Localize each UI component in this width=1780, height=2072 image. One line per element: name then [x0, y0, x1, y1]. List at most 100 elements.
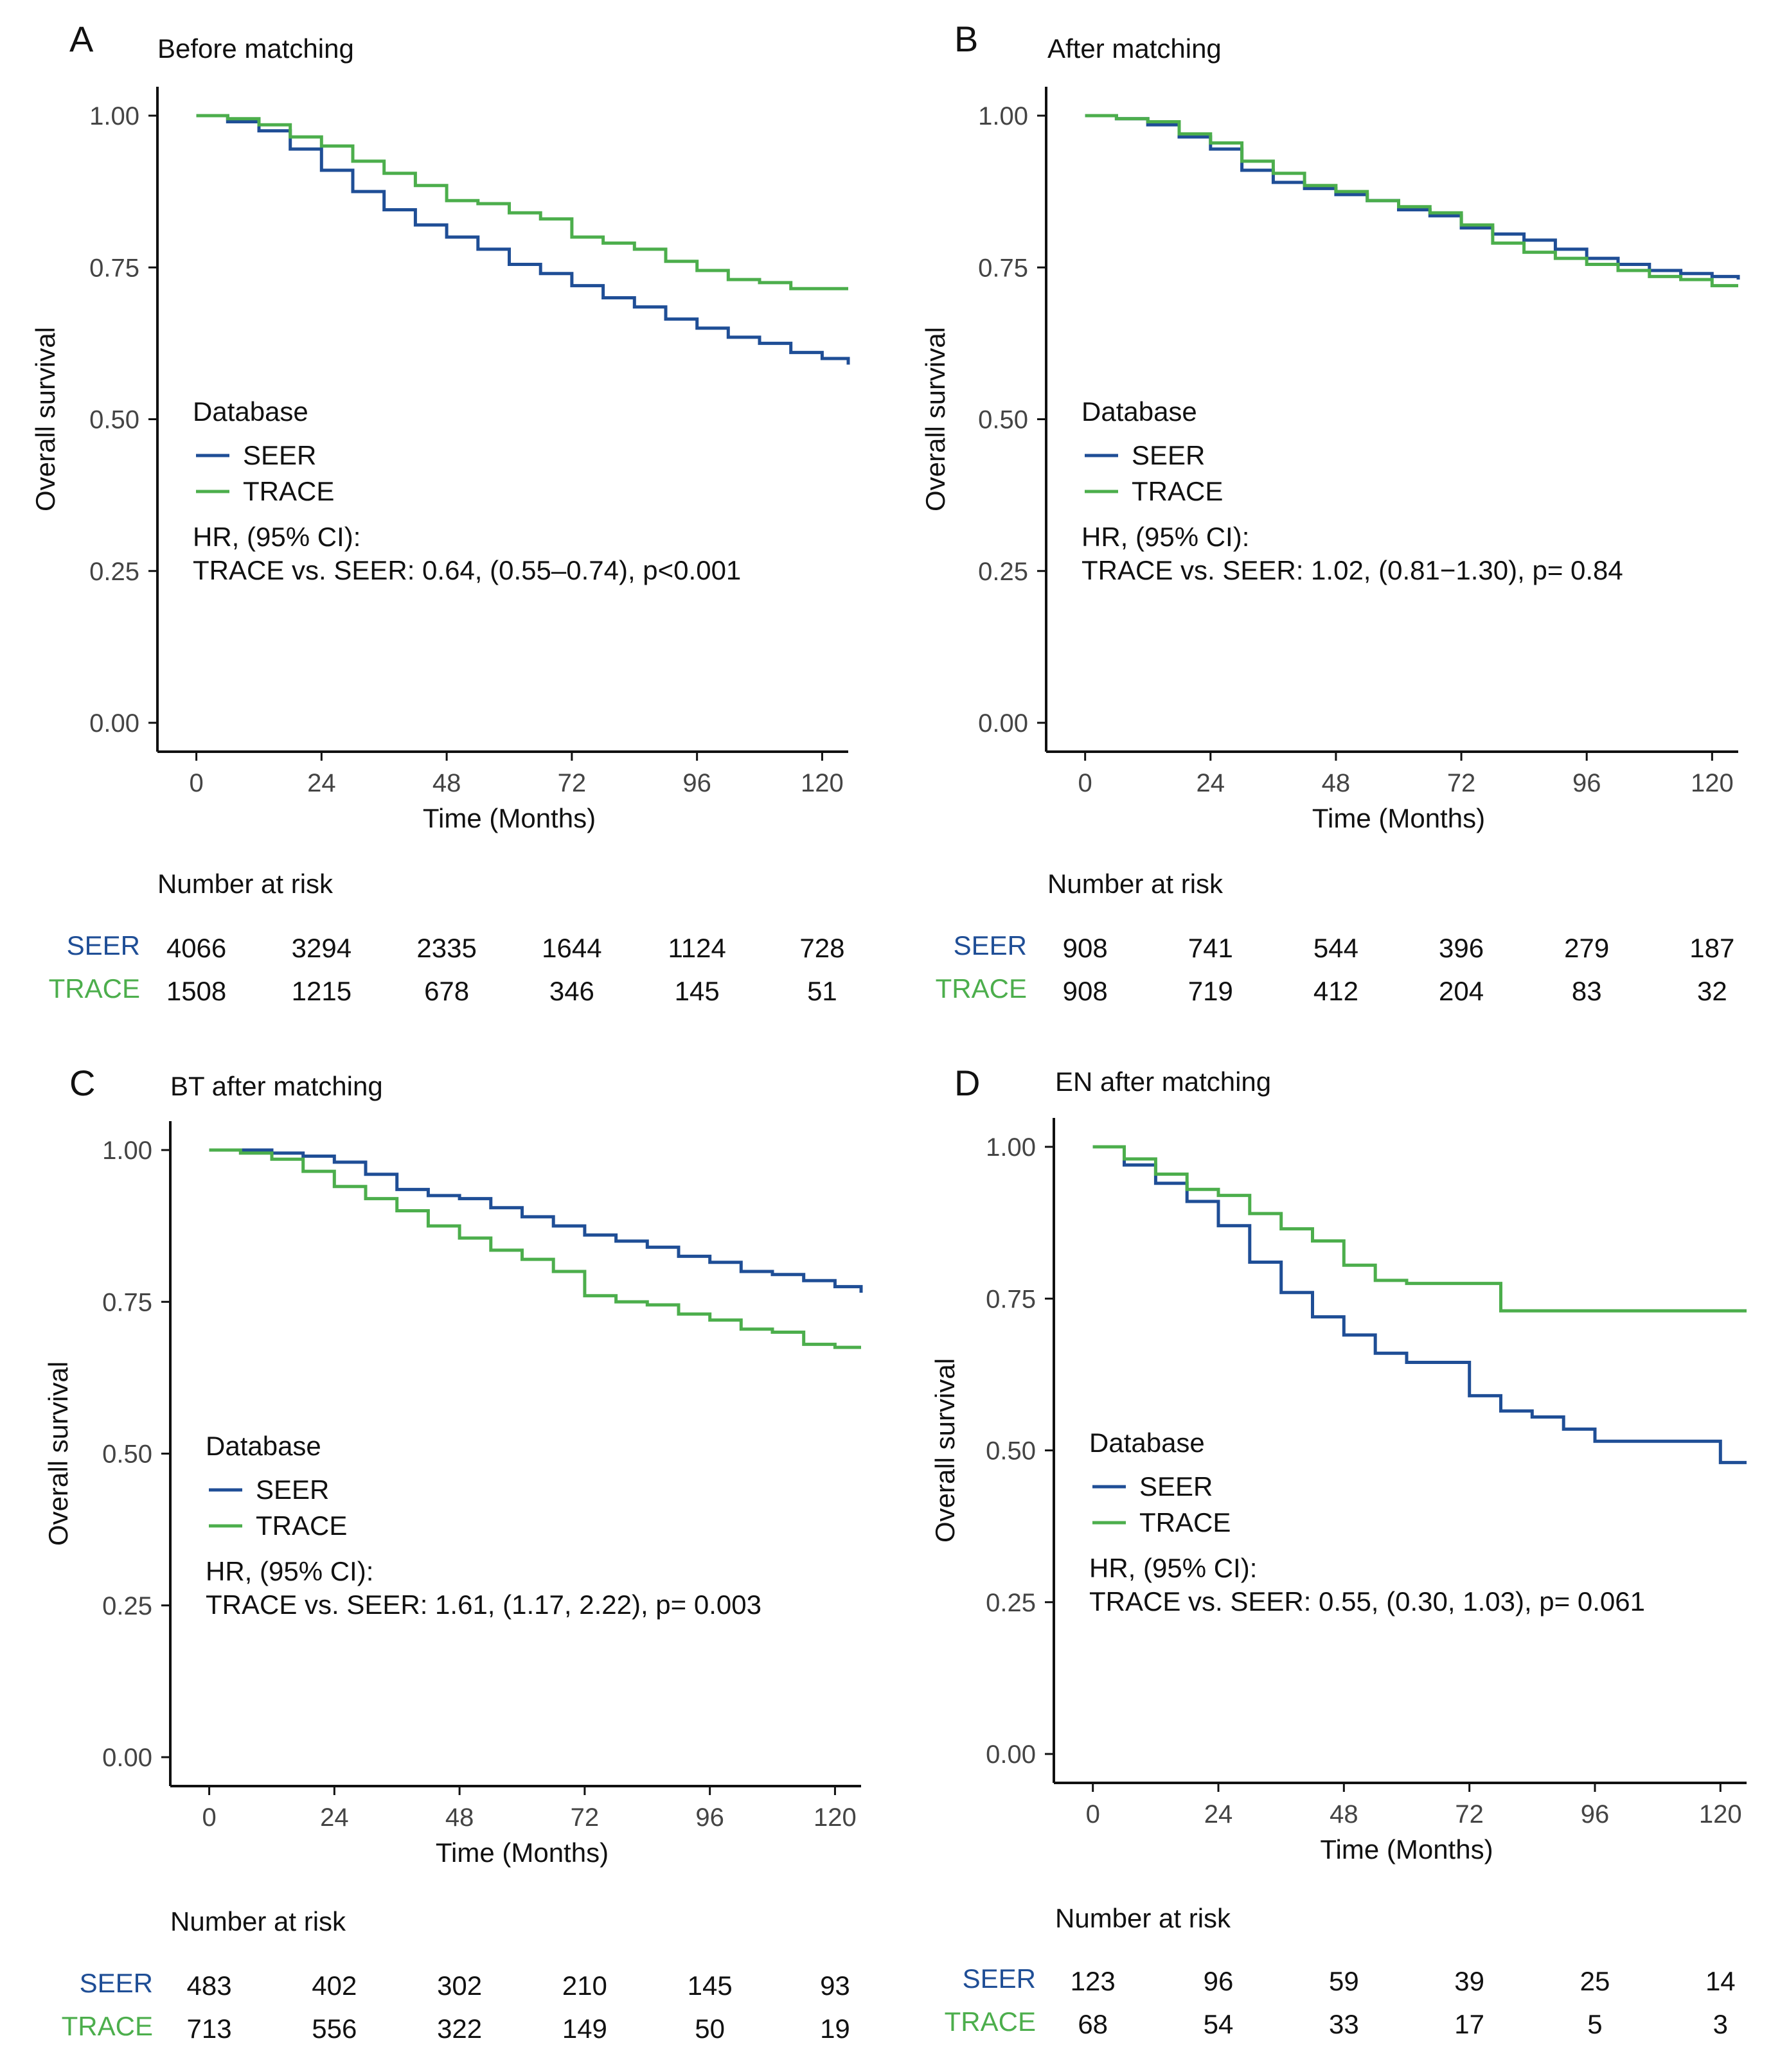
- panel-letter: D: [954, 1063, 980, 1103]
- panel-title: EN after matching: [1055, 1067, 1271, 1097]
- survival-curve-trace: [196, 114, 848, 290]
- risk-cell: 5: [1587, 2009, 1602, 2039]
- hr-annotation-line2: TRACE vs. SEER: 1.02, (0.81−1.30), p= 0.…: [1081, 555, 1623, 585]
- y-tick-label: 0.75: [978, 254, 1028, 282]
- risk-cell: 54: [1204, 2009, 1234, 2039]
- x-tick-label: 48: [432, 769, 461, 797]
- risk-cell: 544: [1313, 933, 1358, 963]
- panel-title: Before matching: [157, 33, 354, 64]
- risk-row-label-seer: SEER: [954, 930, 1027, 961]
- risk-cell: 1215: [292, 976, 352, 1006]
- risk-cell: 322: [437, 2014, 482, 2044]
- risk-cell: 713: [187, 2014, 232, 2044]
- y-tick-label: 1.00: [986, 1133, 1036, 1162]
- panel-letter: A: [69, 19, 94, 59]
- survival-curve-trace: [209, 1148, 861, 1349]
- survival-curve-trace: [1085, 114, 1738, 288]
- x-tick-label: 72: [558, 769, 587, 797]
- x-tick-label: 24: [320, 1803, 349, 1832]
- risk-cell: 68: [1078, 2009, 1108, 2039]
- risk-cell: 19: [820, 2014, 850, 2044]
- panel-title: BT after matching: [170, 1071, 383, 1101]
- y-tick-label: 0.75: [986, 1285, 1036, 1313]
- risk-cell: 402: [312, 1970, 357, 2001]
- y-tick-label: 0.50: [102, 1440, 152, 1469]
- risk-cell: 51: [807, 976, 837, 1006]
- risk-cell: 39: [1454, 1966, 1484, 1996]
- risk-row-label-trace: TRACE: [945, 2006, 1036, 2037]
- risk-cell: 33: [1329, 2009, 1359, 2039]
- legend-label-seer: SEER: [243, 440, 316, 470]
- x-axis-label: Time (Months): [423, 803, 596, 833]
- y-axis-label: Overall survival: [930, 1358, 960, 1543]
- y-tick-label: 0.50: [978, 406, 1028, 434]
- x-tick-label: 120: [1699, 1800, 1742, 1828]
- x-axis-label: Time (Months): [436, 1837, 609, 1868]
- legend-title: Database: [193, 396, 308, 427]
- risk-cell: 123: [1071, 1966, 1116, 1996]
- risk-cell: 396: [1439, 933, 1484, 963]
- risk-cell: 741: [1188, 933, 1233, 963]
- risk-row-label-seer: SEER: [963, 1963, 1036, 1994]
- risk-cell: 728: [799, 933, 844, 963]
- legend-title: Database: [1089, 1428, 1205, 1458]
- legend-label-trace: TRACE: [1139, 1507, 1231, 1537]
- y-tick-label: 0.00: [102, 1744, 152, 1772]
- y-axis-label: Overall survival: [43, 1361, 73, 1546]
- risk-cell: 14: [1705, 1966, 1736, 1996]
- y-axis-label: Overall survival: [920, 327, 950, 511]
- hr-annotation-line1: HR, (95% CI):: [1081, 522, 1249, 552]
- y-tick-label: 0.50: [986, 1437, 1036, 1465]
- y-tick-label: 1.00: [89, 102, 139, 130]
- x-tick-label: 96: [1572, 769, 1601, 797]
- y-axis-label: Overall survival: [30, 327, 60, 511]
- risk-cell: 719: [1188, 976, 1233, 1006]
- risk-cell: 1124: [668, 933, 725, 963]
- x-tick-label: 24: [1197, 769, 1225, 797]
- risk-table-title: Number at risk: [170, 1906, 346, 1936]
- risk-cell: 412: [1313, 976, 1358, 1006]
- y-tick-label: 0.50: [89, 406, 139, 434]
- x-tick-label: 96: [695, 1803, 724, 1832]
- risk-cell: 96: [1204, 1966, 1234, 1996]
- risk-cell: 556: [312, 2014, 357, 2044]
- hr-annotation-line2: TRACE vs. SEER: 1.61, (1.17, 2.22), p= 0…: [206, 1589, 761, 1620]
- x-tick-label: 96: [1581, 1800, 1610, 1828]
- risk-cell: 145: [688, 1970, 733, 2001]
- panel-letter: B: [954, 19, 978, 59]
- legend-label-trace: TRACE: [243, 476, 334, 506]
- legend-label-seer: SEER: [1139, 1471, 1213, 1501]
- risk-cell: 210: [562, 1970, 607, 2001]
- panel-d: D EN after matching 0.00 0.25 0.50 0.75 1.00 0 2…: [930, 1063, 1747, 2039]
- risk-row-label-trace: TRACE: [49, 973, 140, 1004]
- panel-letter: C: [69, 1063, 95, 1103]
- risk-row-label-seer: SEER: [80, 1968, 153, 1998]
- x-tick-label: 48: [1322, 769, 1351, 797]
- legend-title: Database: [1081, 396, 1197, 427]
- risk-cell: 83: [1572, 976, 1602, 1006]
- risk-cell: 59: [1329, 1966, 1359, 1996]
- risk-cell: 204: [1439, 976, 1484, 1006]
- risk-cell: 32: [1697, 976, 1727, 1006]
- x-tick-label: 96: [682, 769, 711, 797]
- risk-cell: 149: [562, 2014, 607, 2044]
- x-tick-label: 0: [1086, 1800, 1100, 1828]
- y-tick-label: 0.25: [978, 558, 1028, 586]
- risk-cell: 25: [1580, 1966, 1610, 1996]
- x-tick-label: 24: [1204, 1800, 1233, 1828]
- risk-table-title: Number at risk: [1055, 1903, 1231, 1933]
- risk-cell: 1508: [166, 976, 226, 1006]
- hr-annotation-line1: HR, (95% CI):: [206, 1556, 373, 1586]
- x-tick-label: 120: [814, 1803, 857, 1832]
- hr-annotation-line2: TRACE vs. SEER: 0.55, (0.30, 1.03), p= 0…: [1089, 1586, 1645, 1616]
- risk-cell: 279: [1564, 933, 1609, 963]
- risk-cell: 93: [820, 1970, 850, 2001]
- survival-curve-seer: [209, 1148, 863, 1293]
- risk-cell: 908: [1063, 933, 1108, 963]
- panel-a: A Before matching 0.00 0.25 0.50 0.75 1.00 0 24 4…: [30, 19, 850, 1006]
- y-tick-label: 0.00: [89, 709, 139, 738]
- risk-cell: 3: [1713, 2009, 1728, 2039]
- legend-label-trace: TRACE: [1132, 476, 1223, 506]
- legend-label-seer: SEER: [1132, 440, 1205, 470]
- legend-label-trace: TRACE: [256, 1510, 347, 1541]
